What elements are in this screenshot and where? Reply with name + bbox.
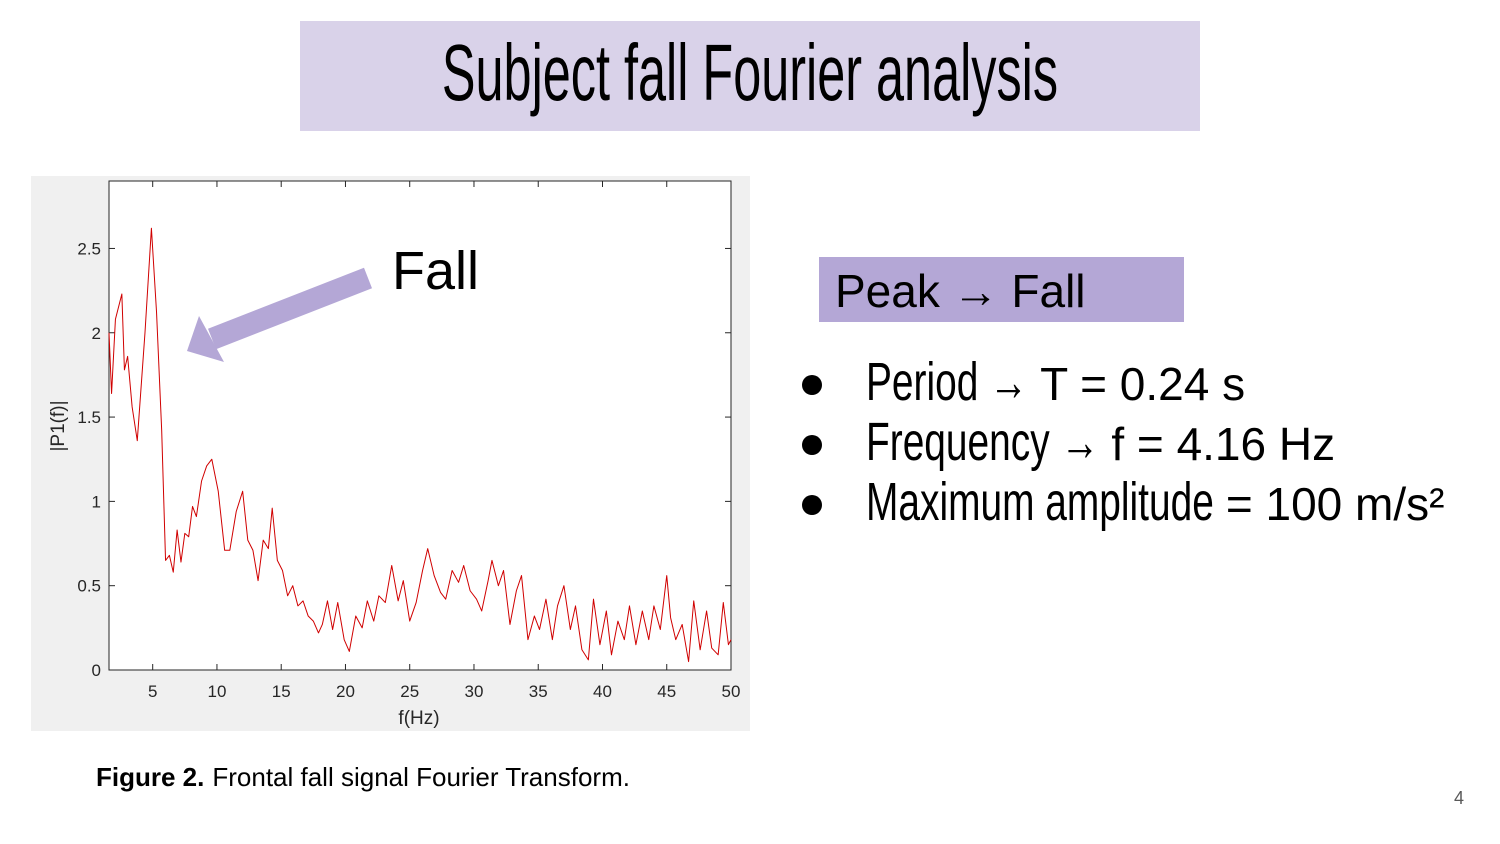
- bullet-dot: [802, 495, 822, 515]
- y-tick-label: 0: [92, 661, 101, 680]
- bullet-value: f = 4.16 Hz: [1111, 418, 1335, 470]
- arrow-head: [187, 316, 224, 362]
- caption: Figure 2. Frontal fall signal Fourier Tra…: [96, 762, 630, 792]
- plot: 5 10 15 20 25 30 35 40 45 50 0 0.5 1 1.5 2 2.5: [77, 181, 740, 701]
- x-tick-label: 20: [336, 682, 355, 701]
- bullet-term: Period →: [866, 351, 1028, 412]
- caption-text: Frontal fall signal Fourier Transform.: [212, 762, 630, 792]
- y-axis-label: |P1(f)|: [48, 400, 69, 451]
- x-tick-label: 5: [148, 682, 157, 701]
- caption-label: Figure 2.: [96, 762, 204, 792]
- annotation: Fall: [392, 241, 479, 301]
- x-tick-label: 15: [272, 682, 291, 701]
- callout: Peak → Fall: [835, 265, 1086, 317]
- y-tick-label: 2.5: [77, 239, 101, 258]
- bullet-value: T = 0.24 s: [1040, 358, 1245, 410]
- y-tick-label: 0.5: [77, 577, 101, 596]
- bullet-term: Frequency →: [866, 411, 1099, 472]
- y-tick-label: 1.5: [77, 408, 101, 427]
- x-tick-label: 50: [722, 682, 741, 701]
- bullet-value: = 100 m/s²: [1226, 478, 1445, 530]
- bullet-dot: [802, 435, 822, 455]
- page-number: 4: [1454, 788, 1464, 808]
- x-tick-label: 10: [207, 682, 226, 701]
- x-tick-label: 45: [657, 682, 676, 701]
- plot-area: [108, 180, 732, 671]
- bullet-dot: [802, 375, 822, 395]
- x-tick-label: 25: [400, 682, 419, 701]
- x-tick-label: 35: [529, 682, 548, 701]
- x-axis-label: f(Hz): [398, 708, 439, 729]
- title-box: [300, 21, 1200, 131]
- x-tick-label: 30: [465, 682, 484, 701]
- x-tick-label: 40: [593, 682, 612, 701]
- bullet-term: Maximum amplitude: [866, 471, 1214, 532]
- slide-title: Subject fall Fourier analysis: [442, 28, 1058, 118]
- data-line: [108, 227, 732, 663]
- arrow-shaft: [207, 267, 373, 350]
- y-tick-label: 1: [92, 492, 101, 511]
- callout-box: [819, 257, 1184, 322]
- y-tick-label: 2: [92, 324, 101, 343]
